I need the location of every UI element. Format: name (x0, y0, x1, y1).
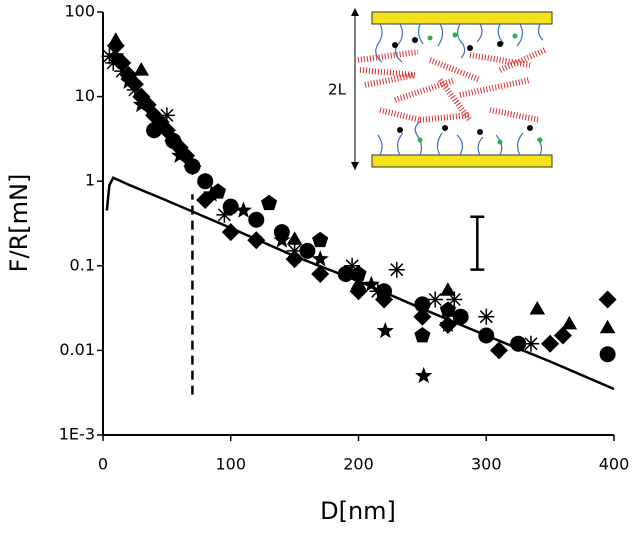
pentagon-marker (312, 231, 329, 248)
star-marker (120, 72, 138, 89)
star-marker (362, 275, 380, 292)
error-bar (470, 215, 485, 271)
y-tick-label: 0.1 (70, 255, 95, 274)
circle-marker (222, 198, 239, 215)
circle-marker (299, 242, 316, 259)
diamond-marker (541, 334, 560, 353)
circle-marker (197, 173, 214, 190)
circle-marker (510, 335, 527, 352)
triangle-marker (561, 315, 578, 330)
circle-marker (184, 158, 201, 175)
x-tick-label: 400 (599, 455, 630, 474)
circle-marker (337, 265, 354, 282)
pentagon-marker (414, 327, 431, 343)
circle-marker (478, 327, 495, 344)
triangle-marker (286, 231, 303, 245)
x-tick-label: 200 (343, 455, 374, 474)
star-marker (171, 146, 189, 163)
x-axis-label: D[nm] (320, 497, 396, 525)
star-marker (107, 47, 125, 64)
asterisk-marker (126, 81, 143, 98)
inset-arrowhead (351, 162, 359, 170)
triangle-marker (108, 32, 124, 46)
polymer-chains (357, 47, 547, 123)
y-tick-label: 100 (64, 2, 95, 21)
star-marker (376, 321, 394, 339)
circle-marker (165, 132, 182, 149)
top-surface (371, 11, 553, 25)
star-marker (415, 366, 433, 384)
asterisk-marker (478, 308, 495, 325)
y-tick-label: 1 (85, 171, 95, 190)
diamond-marker (311, 265, 330, 283)
pentagon-marker (209, 183, 227, 199)
asterisk-marker (388, 261, 405, 278)
asterisk-marker (344, 257, 361, 274)
inset-arrowhead (351, 8, 359, 16)
asterisk-marker (523, 335, 539, 352)
circle-marker (414, 296, 431, 313)
star-marker (132, 95, 150, 113)
asterisk-marker (101, 48, 118, 65)
triangle-marker (440, 282, 456, 296)
star-marker (311, 250, 329, 267)
circle-marker (599, 346, 616, 363)
diamond-marker (553, 326, 572, 345)
triangle-marker (529, 301, 546, 315)
pentagon-marker (439, 301, 456, 317)
asterisk-marker (105, 54, 122, 71)
circle-marker (452, 308, 469, 325)
star-marker (439, 315, 457, 333)
pentagon-marker (261, 194, 278, 211)
circle-marker (146, 122, 163, 139)
asterisk-marker (216, 206, 233, 223)
x-tick-label: 100 (215, 455, 246, 474)
diamond-marker (221, 223, 240, 242)
y-tick-label: 10 (75, 86, 95, 105)
x-tick-label: 0 (98, 455, 108, 474)
anchor-dots (392, 37, 533, 135)
circle-marker (248, 211, 265, 228)
asterisk-marker (114, 63, 131, 80)
asterisk-marker (158, 107, 175, 124)
star-marker (273, 231, 291, 248)
y-axis-label: F/R[mN] (5, 174, 33, 273)
diamond-marker (490, 341, 508, 360)
bottom-brushes (377, 120, 543, 156)
y-tick-label: 0.01 (59, 340, 95, 359)
asterisk-marker (427, 291, 444, 308)
triangle-marker (599, 319, 616, 334)
triangle-marker (350, 275, 367, 290)
asterisk-marker (369, 283, 386, 300)
star-marker (234, 201, 253, 218)
asterisk-marker (446, 291, 463, 308)
bottom-surface (371, 154, 553, 168)
diamond-marker (247, 231, 266, 250)
inset-schematic: 2L (328, 8, 553, 170)
pentagon-marker (350, 265, 367, 281)
green-dots (417, 32, 543, 145)
inset-label: 2L (328, 81, 347, 99)
y-tick-label: 1E-3 (59, 425, 95, 444)
triangle-marker (133, 62, 150, 76)
x-tick-label: 300 (471, 455, 502, 474)
diamond-marker (598, 290, 617, 309)
diamond-marker (413, 307, 432, 326)
asterisk-marker (286, 242, 303, 259)
